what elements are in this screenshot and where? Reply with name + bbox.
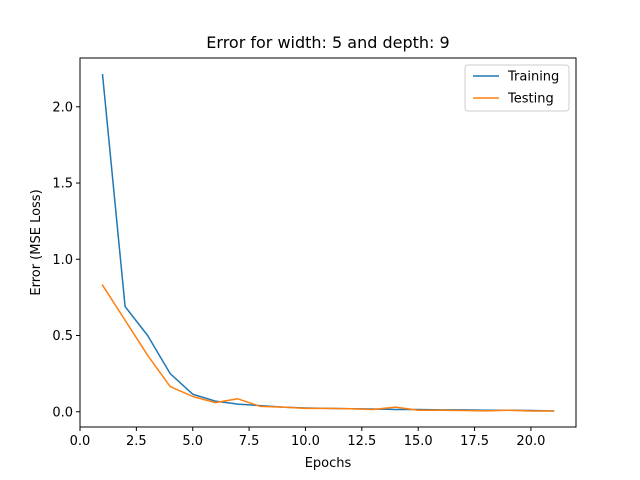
x-tick-label: 0.0 bbox=[70, 434, 91, 449]
x-tick-label: 12.5 bbox=[347, 434, 376, 449]
y-axis: 0.0 0.5 1.0 1.5 2.0 bbox=[52, 100, 80, 420]
y-tick-label: 1.5 bbox=[52, 177, 73, 192]
y-tick-label: 0.0 bbox=[52, 405, 73, 420]
series-line-testing bbox=[101, 284, 555, 412]
x-tick-label: 15.0 bbox=[404, 434, 433, 449]
legend: Training Testing bbox=[464, 64, 570, 112]
series-line-training bbox=[101, 73, 555, 412]
x-tick-label: 5.0 bbox=[182, 434, 203, 449]
y-axis-label: Error (MSE Loss) bbox=[29, 189, 44, 295]
x-tick-label: 20.0 bbox=[516, 434, 545, 449]
y-tick-label: 2.0 bbox=[52, 100, 73, 115]
plot-series bbox=[101, 73, 555, 412]
x-tick-label: 2.5 bbox=[126, 434, 147, 449]
x-tick-label: 7.5 bbox=[239, 434, 260, 449]
chart-title: Error for width: 5 and depth: 9 bbox=[206, 33, 449, 52]
plot-frame bbox=[79, 57, 577, 428]
legend-label-testing: Testing bbox=[507, 92, 554, 107]
x-axis-label: Epochs bbox=[305, 456, 352, 471]
x-tick-label: 10.0 bbox=[291, 434, 320, 449]
x-axis: 0.0 2.5 5.0 7.5 10.0 12.5 15.0 17.5 20.0 bbox=[70, 427, 545, 449]
legend-label-training: Training bbox=[507, 70, 559, 85]
y-tick-label: 1.0 bbox=[52, 253, 73, 268]
x-tick-label: 17.5 bbox=[460, 434, 489, 449]
y-tick-label: 0.5 bbox=[52, 329, 73, 344]
